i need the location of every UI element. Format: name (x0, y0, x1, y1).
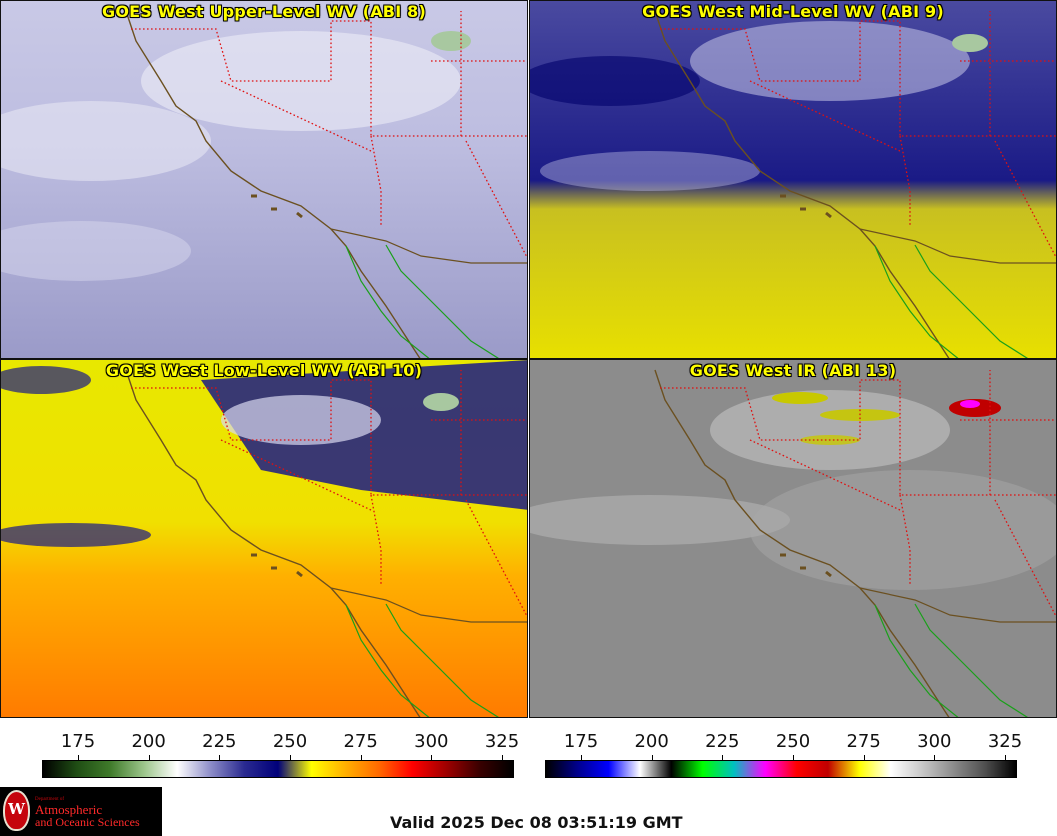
colorbar-tick-mark (581, 755, 582, 760)
colorbar-ir: 175 200 225 250 275 300 325 (545, 731, 1022, 781)
panel-mid-level-wv: GOES West Mid-Level WV (ABI 9) (529, 0, 1057, 359)
colorbar-tick-label: 250 (775, 731, 811, 752)
colorbar-tick-label: 225 (705, 731, 740, 752)
colorbar-tick-mark (722, 755, 724, 760)
colorbar-tick-mark (502, 755, 503, 760)
valid-time: Valid 2025 Dec 08 03:51:19 GMT (390, 813, 683, 832)
map-upper (1, 1, 527, 358)
map-ir (530, 360, 1056, 717)
panel-title: GOES West Upper-Level WV (ABI 8) (102, 2, 426, 21)
panel-title: GOES West Mid-Level WV (ABI 9) (642, 2, 944, 21)
logo-line2: and Oceanic Sciences (35, 815, 140, 829)
logo-department: Department of (35, 797, 65, 802)
colorbar-tick-mark (934, 755, 936, 760)
colorbar-tick-mark (290, 755, 291, 760)
colorbar-tick-mark (1005, 755, 1006, 760)
map-low (1, 360, 527, 717)
colorbar-tick-label: 250 (272, 731, 308, 752)
colorbar-tick-mark (219, 755, 221, 760)
colorbar-tick-label: 275 (343, 731, 378, 752)
colorbar-tick-mark (431, 755, 433, 760)
colorbar-tick-label: 200 (131, 731, 166, 752)
uw-seal-icon: W (3, 790, 30, 831)
panel-title: GOES West IR (ABI 13) (689, 361, 897, 380)
colorbar-tick-label: 175 (60, 731, 96, 752)
logo-line1: Atmospheric (35, 802, 103, 817)
colorbar-tick-label: 300 (917, 731, 952, 752)
colorbar-tick-mark (651, 755, 653, 760)
colorbar-tick-label: 300 (414, 731, 449, 752)
colorbar-tick-mark (360, 755, 362, 760)
colorbar-tick-label: 200 (634, 731, 669, 752)
panel-title: GOES West Low-Level WV (ABI 10) (105, 361, 423, 380)
colorbar-ir-ticks: 175 200 225 250 275 300 325 (545, 731, 1022, 753)
panel-ir: GOES West IR (ABI 13) (529, 359, 1057, 718)
colorbar-tick-mark (793, 755, 794, 760)
colorbar-wv-strip (42, 760, 514, 778)
panel-low-level-wv: GOES West Low-Level WV (ABI 10) (0, 359, 528, 718)
colorbar-tick-mark (148, 755, 150, 760)
colorbar-tick-label: 325 (484, 731, 520, 752)
colorbar-tick-label: 175 (563, 731, 599, 752)
colorbar-tick-label: 325 (987, 731, 1023, 752)
colorbar-wv: 175 200 225 250 275 300 325 (42, 731, 519, 781)
map-mid (530, 1, 1056, 358)
aos-logo[interactable]: W Department of Atmospheric and Oceanic … (0, 787, 162, 836)
colorbar-tick-label: 225 (202, 731, 237, 752)
panel-upper-level-wv: GOES West Upper-Level WV (ABI 8) (0, 0, 528, 359)
colorbar-ir-strip (545, 760, 1017, 778)
colorbar-wv-ticks: 175 200 225 250 275 300 325 (42, 731, 519, 753)
colorbar-tick-mark (863, 755, 865, 760)
colorbar-tick-label: 275 (846, 731, 881, 752)
colorbar-tick-mark (78, 755, 79, 760)
